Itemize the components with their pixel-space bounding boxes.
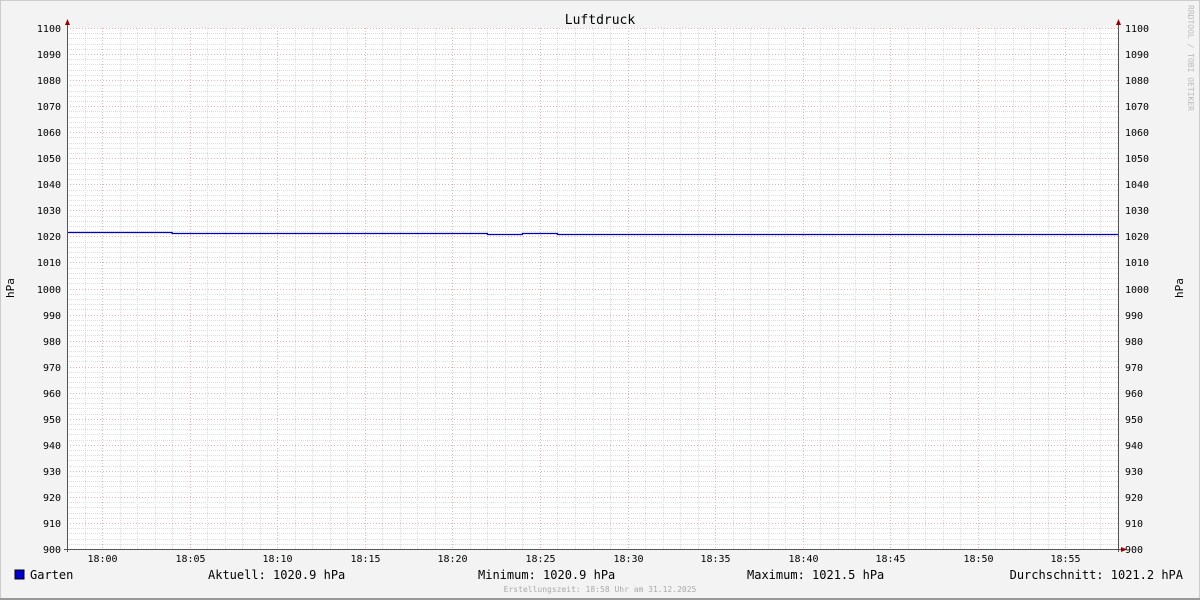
x-tick-label: 18:25 [525, 554, 555, 565]
y-tick-label-right: 1050 [1125, 154, 1149, 165]
grid [67, 28, 1119, 550]
y-tick-label-left: 910 [43, 519, 61, 530]
y-axis-arrow-right [1116, 19, 1121, 25]
y-tick-label-left: 1040 [37, 180, 61, 191]
footer-timestamp: Erstellungszeit: 18:58 Uhr am 31.12.2025 [504, 585, 697, 594]
axes [64, 19, 1127, 552]
y-tick-label-right: 950 [1125, 415, 1143, 426]
legend-aktuell: Aktuell: 1020.9 hPa [208, 568, 345, 582]
y-tick-label-right: 1090 [1125, 50, 1149, 61]
y-tick-label-left: 960 [43, 389, 61, 400]
y-tick-label-left: 1050 [37, 154, 61, 165]
y-tick-label-left: 920 [43, 493, 61, 504]
y-tick-label-right: 910 [1125, 519, 1143, 530]
y-tick-label-right: 930 [1125, 467, 1143, 478]
y-tick-label-left: 1090 [37, 50, 61, 61]
y-tick-label-left: 1010 [37, 258, 61, 269]
y-tick-label-left: 990 [43, 311, 61, 322]
y-tick-label-left: 1020 [37, 232, 61, 243]
series-line [67, 231, 1118, 236]
y-tick-label-left: 900 [43, 545, 61, 556]
x-tick-label: 18:05 [175, 554, 205, 565]
y-tick-label-right: 1060 [1125, 128, 1149, 139]
x-tick-label: 18:40 [788, 554, 818, 565]
y-axis-arrow-left [65, 19, 70, 25]
y-tick-label-right: 960 [1125, 389, 1143, 400]
y-tick-label-left: 1100 [37, 24, 61, 35]
y-tick-label-right: 990 [1125, 311, 1143, 322]
y-tick-label-left: 1030 [37, 206, 61, 217]
legend-maximum: Maximum: 1021.5 hPa [747, 568, 884, 582]
y-tick-label-right: 970 [1125, 363, 1143, 374]
y-tick-label-left: 950 [43, 415, 61, 426]
y-tick-label-right: 980 [1125, 337, 1143, 348]
y-tick-label-left: 980 [43, 337, 61, 348]
series [67, 231, 1118, 236]
x-tick-label: 18:20 [437, 554, 467, 565]
x-tick-label: 18:30 [613, 554, 643, 565]
y-tick-label-right: 920 [1125, 493, 1143, 504]
chart-title: Luftdruck [565, 13, 636, 28]
y-tick-label-right: 1080 [1125, 76, 1149, 87]
x-tick-label: 18:15 [350, 554, 380, 565]
y-tick-label-right: 1030 [1125, 206, 1149, 217]
y-tick-label-left: 1080 [37, 76, 61, 87]
y-tick-label-right: 1020 [1125, 232, 1149, 243]
legend-swatch [14, 569, 25, 580]
watermark: RRDTOOL / TOBI OETIKER [1186, 5, 1195, 111]
y-tick-label-right: 940 [1125, 441, 1143, 452]
y-tick-label-left: 940 [43, 441, 61, 452]
y-tick-label-right: 1100 [1125, 24, 1149, 35]
x-tick-label: 18:50 [963, 554, 993, 565]
y-tick-label-right: 900 [1125, 545, 1143, 556]
y-axis-label-left: hPa [4, 278, 17, 298]
legend-minimum: Minimum: 1020.9 hPa [478, 568, 615, 582]
y-axis-label-right: hPa [1173, 278, 1186, 298]
x-tick-label: 18:55 [1050, 554, 1080, 565]
x-tick-label: 18:45 [875, 554, 905, 565]
y-tick-label-right: 1010 [1125, 258, 1149, 269]
y-tick-label-left: 930 [43, 467, 61, 478]
legend-label: Garten [30, 568, 73, 582]
x-tick-label: 18:10 [262, 554, 292, 565]
y-tick-label-right: 1000 [1125, 285, 1149, 296]
y-tick-label-right: 1040 [1125, 180, 1149, 191]
x-tick-label: 18:35 [700, 554, 730, 565]
y-tick-label-left: 1060 [37, 128, 61, 139]
y-tick-label-right: 1070 [1125, 102, 1149, 113]
legend-durchschnitt: Durchschnitt: 1021.2 hPA [1010, 568, 1184, 582]
y-tick-label-left: 1070 [37, 102, 61, 113]
x-tick-label: 18:00 [87, 554, 117, 565]
y-tick-label-left: 970 [43, 363, 61, 374]
x-axis-arrow [1121, 547, 1127, 552]
tick-labels: 900 900 910 910 920 920 930 930 940 940 950 950 960 9… [37, 24, 1149, 565]
y-tick-label-left: 1000 [37, 285, 61, 296]
